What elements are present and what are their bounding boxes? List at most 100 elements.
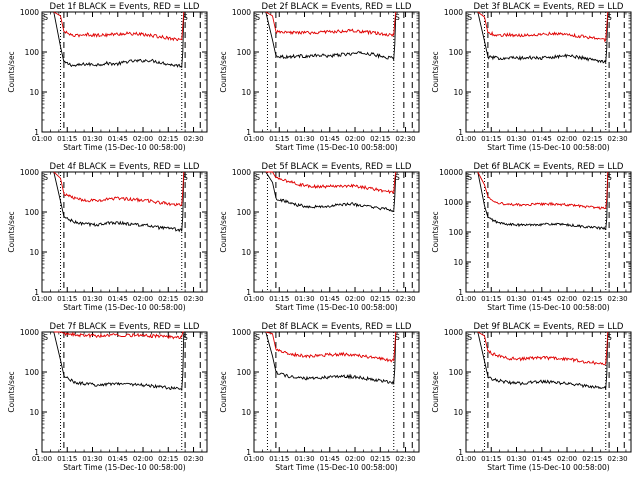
detector-panel: Det 2f BLACK = Events, RED = LLD 1 10 100 10… <box>219 2 420 152</box>
x-axis-label: Start Time (15-Dec-10 00:58:00) <box>63 143 185 152</box>
x-tick-label: 02:00 <box>557 135 577 143</box>
y-axis-label: Counts/sec <box>219 371 228 412</box>
y-tick-label: 1 <box>458 288 463 297</box>
y-tick-label: 10 <box>29 248 39 257</box>
events-series-line <box>265 11 397 62</box>
corner-label-left: S <box>255 13 260 22</box>
y-tick-label: 1000 <box>444 8 463 17</box>
x-tick-label: 01:15 <box>269 455 289 463</box>
panel-title: Det 3f BLACK = Events, RED = LLD <box>474 2 624 12</box>
y-tick-label: 100 <box>25 48 40 57</box>
x-tick-label: 02:15 <box>370 455 390 463</box>
x-tick-label: 01:15 <box>481 455 501 463</box>
x-tick-label: 02:15 <box>582 295 602 303</box>
x-tick-label: 02:30 <box>607 295 627 303</box>
x-tick-label: 02:30 <box>183 135 203 143</box>
x-tick-label: 01:45 <box>532 135 552 143</box>
corner-label-right: S <box>395 333 400 342</box>
corner-label-right: S <box>607 173 612 182</box>
lld-series-line <box>53 171 185 207</box>
x-tick-label: 01:00 <box>32 455 52 463</box>
lld-series-line <box>477 11 609 43</box>
y-axis-label: Counts/sec <box>7 211 16 252</box>
x-tick-label: 01:15 <box>481 135 501 143</box>
x-tick-label: 01:00 <box>456 455 476 463</box>
lld-series-line <box>265 171 397 195</box>
x-axis-label: Start Time (15-Dec-10 00:58:00) <box>487 463 609 472</box>
events-series-line <box>477 11 609 64</box>
x-tick-label: 02:00 <box>133 295 153 303</box>
x-tick-label: 02:00 <box>557 295 577 303</box>
events-series-line <box>265 171 397 213</box>
y-axis-label: Counts/sec <box>431 371 440 412</box>
x-tick-label: 01:15 <box>57 295 77 303</box>
y-tick-label: 1000 <box>20 8 39 17</box>
corner-label-left: S <box>255 333 260 342</box>
x-tick-label: 02:15 <box>158 295 178 303</box>
plot-frame <box>41 11 208 133</box>
corner-label-right: S <box>607 13 612 22</box>
detector-panel: Det 8f BLACK = Events, RED = LLD 1 10 100 10… <box>219 322 420 472</box>
y-tick-label: 1 <box>34 128 39 137</box>
plot-frame <box>41 171 208 293</box>
y-tick-label: 1000 <box>232 8 251 17</box>
detector-panel: Det 9f BLACK = Events, RED = LLD 1 10 100 10… <box>431 322 632 472</box>
panel-title: Det 6f BLACK = Events, RED = LLD <box>474 162 624 172</box>
plot-frame <box>465 331 632 453</box>
corner-label-left: S <box>43 333 48 342</box>
x-tick-label: 02:30 <box>395 295 415 303</box>
y-tick-label: 100 <box>237 208 252 217</box>
x-tick-label: 01:45 <box>108 455 128 463</box>
corner-label-left: S <box>255 173 260 182</box>
y-tick-label: 10000 <box>439 168 463 177</box>
panel-title: Det 8f BLACK = Events, RED = LLD <box>262 322 412 332</box>
x-tick-label: 01:15 <box>57 455 77 463</box>
x-tick-label: 02:15 <box>370 135 390 143</box>
y-tick-label: 10 <box>453 258 463 267</box>
x-tick-label: 02:30 <box>395 455 415 463</box>
y-axis-label: Counts/sec <box>431 51 440 92</box>
corner-label-left: S <box>467 173 472 182</box>
corner-label-right: S <box>183 173 188 182</box>
lld-series-line <box>477 171 609 210</box>
x-tick-label: 01:30 <box>294 295 314 303</box>
panel-title: Det 1f BLACK = Events, RED = LLD <box>50 2 200 12</box>
y-tick-label: 100 <box>449 228 464 237</box>
corner-label-right: S <box>395 13 400 22</box>
x-tick-label: 02:15 <box>582 135 602 143</box>
corner-label-right: S <box>607 333 612 342</box>
y-tick-label: 100 <box>25 368 40 377</box>
x-tick-label: 02:30 <box>183 295 203 303</box>
y-tick-label: 1000 <box>444 328 463 337</box>
y-axis-label: Counts/sec <box>7 51 16 92</box>
y-axis-label: Counts/sec <box>219 211 228 252</box>
detector-panel: Det 7f BLACK = Events, RED = LLD 1 10 100 10… <box>7 322 208 472</box>
x-tick-label: 02:00 <box>345 135 365 143</box>
y-tick-label: 1000 <box>232 168 251 177</box>
x-tick-label: 01:00 <box>244 295 264 303</box>
panel-title: Det 5f BLACK = Events, RED = LLD <box>262 162 412 172</box>
y-tick-label: 10 <box>453 88 463 97</box>
plot-frame <box>253 11 420 133</box>
y-tick-label: 1 <box>34 288 39 297</box>
y-tick-label: 1 <box>458 448 463 457</box>
corner-label-right: S <box>183 333 188 342</box>
y-tick-label: 10 <box>453 408 463 417</box>
x-tick-label: 01:45 <box>532 295 552 303</box>
detector-panel: Det 3f BLACK = Events, RED = LLD 1 10 100 10… <box>431 2 632 152</box>
plot-frame <box>253 331 420 453</box>
events-series-line <box>53 11 185 69</box>
y-tick-label: 1000 <box>444 198 463 207</box>
x-axis-label: Start Time (15-Dec-10 00:58:00) <box>63 463 185 472</box>
x-tick-label: 01:00 <box>32 135 52 143</box>
x-tick-label: 01:00 <box>456 295 476 303</box>
events-series-line <box>53 171 185 233</box>
x-tick-label: 01:30 <box>82 135 102 143</box>
x-tick-label: 02:30 <box>607 455 627 463</box>
x-tick-label: 01:45 <box>108 295 128 303</box>
x-tick-label: 02:30 <box>395 135 415 143</box>
x-tick-label: 02:15 <box>158 135 178 143</box>
plot-frame <box>41 331 208 453</box>
y-tick-label: 10 <box>29 408 39 417</box>
x-axis-label: Start Time (15-Dec-10 00:58:00) <box>275 303 397 312</box>
